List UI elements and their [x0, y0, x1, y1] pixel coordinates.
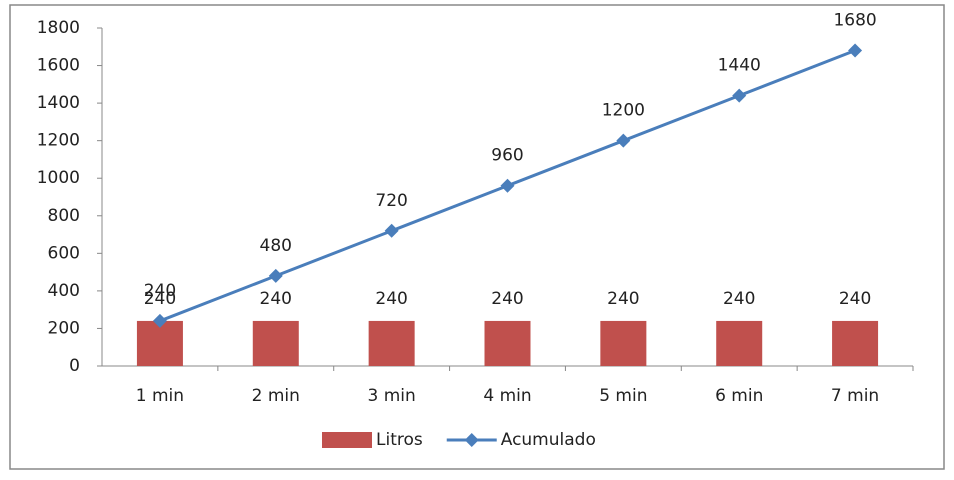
- bar-value-label: 240: [607, 289, 639, 309]
- line-value-label: 720: [375, 191, 407, 211]
- y-tick-label: 1000: [37, 168, 80, 188]
- legend-label: Acumulado: [501, 430, 596, 450]
- line-marker: [500, 178, 515, 193]
- bar-value-label: 240: [375, 289, 407, 309]
- y-tick-label: 800: [48, 206, 80, 226]
- y-tick-label: 1600: [37, 56, 80, 76]
- x-tick-label: 3 min: [368, 386, 416, 406]
- x-tick-label: 6 min: [715, 386, 763, 406]
- bar: [716, 320, 763, 366]
- y-tick-label: 1200: [37, 131, 80, 151]
- x-tick-label: 7 min: [831, 386, 879, 406]
- y-tick-label: 0: [69, 356, 80, 376]
- x-tick-label: 2 min: [252, 386, 300, 406]
- bar-value-label: 240: [260, 289, 292, 309]
- line-marker: [848, 43, 863, 58]
- bar-value-label: 240: [723, 289, 755, 309]
- line-value-label: 1440: [718, 56, 761, 76]
- legend-marker: [464, 433, 479, 447]
- line-marker: [732, 88, 747, 103]
- y-tick-label: 400: [48, 281, 80, 301]
- x-tick-label: 1 min: [136, 386, 184, 406]
- y-tick-label: 200: [48, 318, 80, 338]
- y-tick-label: 1400: [37, 93, 80, 113]
- line-marker: [152, 313, 167, 328]
- legend-label: Litros: [376, 430, 423, 450]
- x-tick-label: 5 min: [599, 386, 647, 406]
- line-marker: [268, 268, 283, 283]
- y-tick-label: 600: [48, 243, 80, 263]
- y-tick-label: 1800: [37, 18, 80, 38]
- line-value-label: 1200: [602, 101, 645, 121]
- chart-border: [9, 4, 945, 470]
- line-marker: [384, 223, 399, 238]
- bar: [832, 320, 879, 366]
- bar: [136, 320, 183, 366]
- bar-value-label: 240: [491, 289, 523, 309]
- x-tick-label: 4 min: [483, 386, 531, 406]
- bar: [368, 320, 415, 366]
- bar: [484, 320, 531, 366]
- line-value-label: 960: [491, 146, 523, 166]
- line-marker: [616, 133, 631, 148]
- legend-swatch: [322, 432, 372, 448]
- line-value-label: 1680: [833, 11, 876, 31]
- line-value-label: 480: [260, 236, 292, 256]
- bar-value-label: 240: [144, 289, 176, 309]
- bar: [252, 320, 299, 366]
- line-value-label: 240: [144, 281, 176, 301]
- bar: [600, 320, 647, 366]
- bar-value-label: 240: [839, 289, 871, 309]
